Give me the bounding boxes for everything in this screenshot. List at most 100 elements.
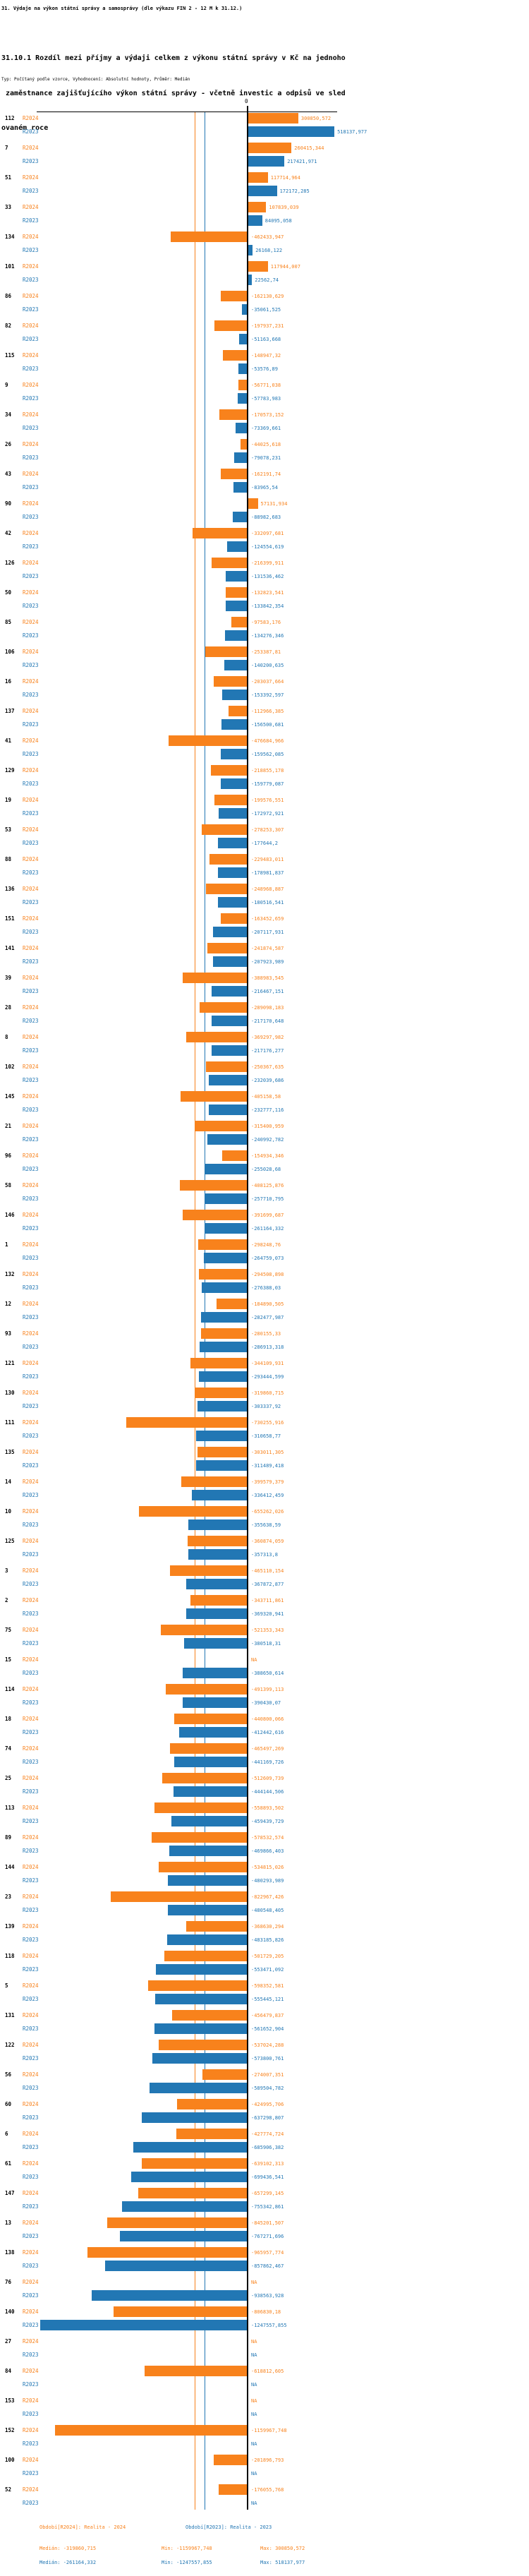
group-id-label: 132 (5, 1271, 15, 1277)
value-label-r2023: -134276,346 (251, 632, 284, 639)
value-label-r2023: -637298,807 (251, 2114, 284, 2121)
year-label-r2024: R2024 (23, 886, 39, 892)
year-label-r2023: R2023 (23, 780, 39, 787)
year-label-r2023: R2023 (23, 2410, 39, 2417)
year-label-r2024: R2024 (23, 1567, 39, 1574)
year-label-r2023: R2023 (23, 2054, 39, 2062)
bar-r2024 (183, 973, 248, 983)
year-label-r2024: R2024 (23, 2457, 39, 2463)
value-label-r2024: -303011,305 (251, 1450, 284, 1455)
year-label-r2024: R2024 (23, 234, 39, 240)
year-label-r2024: R2024 (23, 115, 39, 121)
value-label-r2024: 260415,344 (294, 145, 324, 151)
value-label-r2023: -73369,661 (251, 425, 281, 431)
bar-r2024 (159, 1862, 248, 1872)
year-label-r2023: R2023 (23, 306, 39, 313)
year-label-r2024: R2024 (23, 1004, 39, 1011)
year-label-r2023: R2023 (23, 1047, 39, 1054)
year-label-r2023: R2023 (23, 365, 39, 372)
value-label-r2023: -755342,861 (251, 2203, 284, 2210)
bar-r2023 (241, 303, 248, 315)
bar-r2023 (152, 2052, 248, 2064)
bar-r2024 (238, 380, 248, 390)
year-label-r2023: R2023 (23, 1491, 39, 1498)
value-label-r2024: -521353,343 (251, 1627, 284, 1633)
bar-r2023 (238, 333, 248, 344)
value-label-r2024: -170573,152 (251, 412, 284, 418)
bar-r2024 (248, 202, 267, 212)
bar-r2024 (107, 2217, 248, 2228)
group-id-label: 118 (5, 1953, 15, 1959)
value-label-r2023: -938563,928 (251, 2292, 284, 2299)
group-id-label: 33 (5, 204, 12, 210)
bar-r2024 (222, 350, 248, 361)
value-label-r2023: -685906,382 (251, 2144, 284, 2150)
bar-r2024 (217, 1299, 248, 1309)
bar-r2024 (220, 291, 248, 301)
value-label-r2023: 217421,971 (287, 158, 317, 164)
value-label-r2024: 117714,964 (270, 175, 300, 181)
year-label-r2023: R2023 (23, 1580, 39, 1587)
bar-r2023 (186, 1578, 248, 1589)
bar-r2024 (111, 1891, 248, 1902)
indicator-meta-line: Typ: Počítaný podle vzorce, Vyhodnocení:… (1, 77, 190, 82)
bar-r2023 (200, 1311, 248, 1323)
value-label-r2023: -35061,525 (251, 306, 281, 313)
value-label-r2023: NA (251, 2470, 257, 2476)
year-label-r2024: R2024 (23, 411, 39, 418)
bar-r2024 (197, 1239, 248, 1250)
value-label-r2023: -311489,418 (251, 1462, 284, 1469)
value-label-r2024: -344109,931 (251, 1361, 284, 1366)
value-label-r2023: -469866,403 (251, 1848, 284, 1854)
year-label-r2023: R2023 (23, 1936, 39, 1943)
year-label-r2023: R2023 (23, 1106, 39, 1113)
year-label-r2023: R2023 (23, 1284, 39, 1291)
year-label-r2023: R2023 (23, 958, 39, 965)
year-label-r2023: R2023 (23, 276, 39, 283)
value-label-r2023: -388650,614 (251, 1670, 284, 1676)
value-label-r2023: -124554,619 (251, 543, 284, 550)
year-label-r2024: R2024 (23, 678, 39, 685)
bar-r2024 (171, 231, 248, 242)
year-label-r2023: R2023 (23, 2381, 39, 2388)
legend-period-r2024: Období[R2024]: Realita - 2024 (39, 2524, 126, 2530)
indicator-subtitle: 31.10.1 Rozdíl mezi příjmy a výdaji celk… (1, 30, 346, 158)
value-label-r2024: -229483,011 (251, 857, 284, 862)
bar-r2024 (229, 706, 248, 716)
group-id-label: 51 (5, 174, 12, 181)
bar-r2024 (54, 2425, 248, 2436)
bar-r2023 (154, 2023, 248, 2034)
value-label-r2024: -639102,313 (251, 2161, 284, 2167)
bar-r2024 (154, 1802, 248, 1813)
year-label-r2023: R2023 (23, 721, 39, 728)
value-label-r2024: -274007,351 (251, 2072, 284, 2078)
group-id-label: 96 (5, 1152, 12, 1159)
group-id-label: 61 (5, 2160, 12, 2167)
year-label-r2024: R2024 (23, 323, 39, 329)
year-label-r2023: R2023 (23, 1995, 39, 2002)
value-label-r2023: -483185,826 (251, 1937, 284, 1943)
year-label-r2024: R2024 (23, 2309, 39, 2315)
year-label-r2024: R2024 (23, 1330, 39, 1337)
group-id-label: 10 (5, 1508, 12, 1515)
group-id-label: 153 (5, 2397, 15, 2404)
value-label-r2024: -424995,706 (251, 2102, 284, 2107)
bar-r2024 (206, 884, 248, 894)
bar-r2024 (87, 2247, 248, 2258)
bar-r2023 (150, 2082, 248, 2093)
bar-r2024 (202, 2069, 248, 2080)
bar-r2024 (206, 1061, 248, 1072)
group-id-label: 7 (5, 145, 8, 151)
group-id-label: 146 (5, 1212, 15, 1218)
bar-r2024 (126, 1417, 248, 1428)
year-label-r2024: R2024 (23, 204, 39, 210)
year-label-r2023: R2023 (23, 2084, 39, 2091)
group-id-label: 134 (5, 234, 15, 240)
bar-r2024 (240, 439, 248, 450)
group-id-label: 147 (5, 2190, 15, 2196)
group-id-label: 145 (5, 1093, 15, 1100)
year-label-r2023: R2023 (23, 424, 39, 431)
value-label-r2024: -199576,551 (251, 798, 284, 803)
value-label-r2024: -203037,664 (251, 679, 284, 685)
page-title: 31. Výdaje na výkon státní správy a samo… (1, 6, 243, 11)
